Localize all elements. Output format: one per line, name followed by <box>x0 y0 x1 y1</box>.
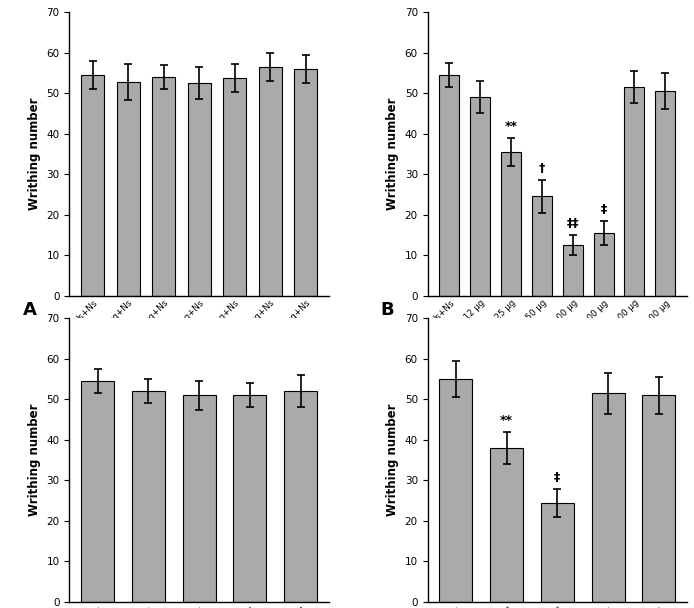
Text: B: B <box>381 302 394 319</box>
Bar <box>117 82 139 295</box>
Bar <box>501 152 521 295</box>
Bar <box>541 503 574 602</box>
Text: ‡‡: ‡‡ <box>566 217 579 230</box>
Y-axis label: Writhing number: Writhing number <box>28 404 41 516</box>
Text: ‡: ‡ <box>555 471 561 483</box>
Bar <box>284 392 317 602</box>
Bar <box>183 395 216 602</box>
Y-axis label: Writhing number: Writhing number <box>386 98 399 210</box>
Text: A: A <box>23 302 37 319</box>
Bar <box>439 75 459 295</box>
Bar <box>563 245 583 295</box>
Bar <box>593 233 613 295</box>
Bar <box>532 196 552 295</box>
Bar <box>642 395 675 602</box>
Text: **: ** <box>500 414 513 427</box>
Bar <box>132 392 165 602</box>
Bar <box>81 381 115 602</box>
Bar <box>625 87 645 295</box>
Y-axis label: Writhing number: Writhing number <box>386 404 399 516</box>
Text: †: † <box>539 162 545 175</box>
Bar <box>187 83 211 295</box>
Bar <box>439 379 473 602</box>
Text: ‡: ‡ <box>600 203 607 216</box>
Bar <box>259 67 282 295</box>
Bar <box>470 97 490 295</box>
Bar <box>233 395 266 602</box>
Bar <box>152 77 175 295</box>
Bar <box>655 91 675 295</box>
Text: **: ** <box>505 120 518 133</box>
Bar <box>591 393 625 602</box>
Y-axis label: Writhing number: Writhing number <box>28 98 41 210</box>
Bar <box>294 69 317 295</box>
Bar <box>490 448 523 602</box>
Bar <box>81 75 104 295</box>
Bar <box>223 78 246 295</box>
